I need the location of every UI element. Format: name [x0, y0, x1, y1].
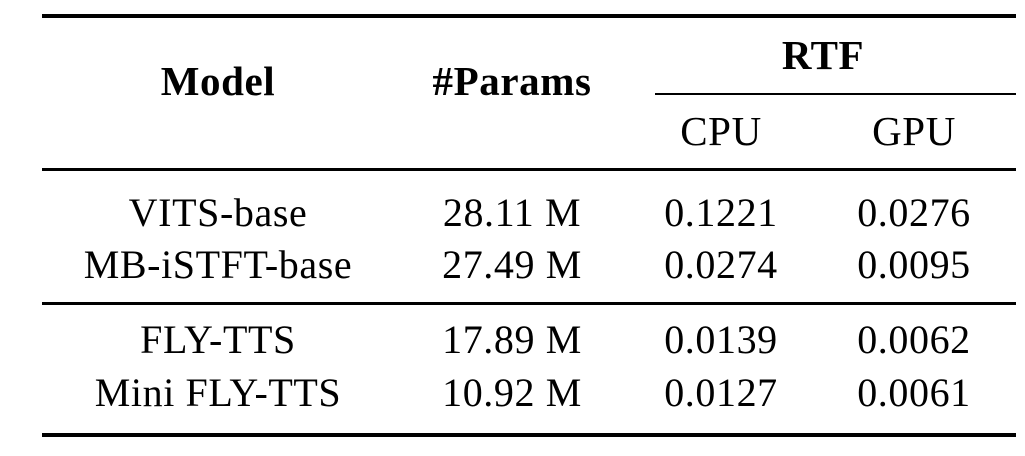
cpu-column-subheader: CPU — [680, 108, 762, 154]
table-top-rule — [42, 14, 1016, 18]
cpu-rtf-cell: 0.1221 — [664, 189, 778, 235]
model-cell: Mini FLY-TTS — [94, 369, 342, 415]
params-column-header: #Params — [432, 58, 592, 104]
params-cell: 27.49 M — [442, 241, 582, 287]
model-cell: VITS-base — [128, 189, 308, 235]
gpu-rtf-cell: 0.0276 — [857, 189, 971, 235]
rtf-group-header: RTF — [781, 32, 865, 78]
model-cell: MB-iSTFT-base — [83, 241, 353, 287]
rtf-group-underline — [655, 93, 1016, 95]
group-separator-rule — [42, 302, 1016, 305]
model-column-header: Model — [160, 58, 276, 104]
header-bottom-rule — [42, 168, 1016, 171]
table-row: Mini FLY-TTS 10.92 M 0.0127 0.0061 — [42, 366, 1016, 418]
table-row: FLY-TTS 17.89 M 0.0139 0.0062 — [42, 313, 1016, 365]
table-bottom-rule — [42, 433, 1016, 437]
gpu-rtf-cell: 0.0095 — [857, 241, 971, 287]
table-row: MB-iSTFT-base 27.49 M 0.0274 0.0095 — [42, 238, 1016, 290]
table-row: VITS-base 28.11 M 0.1221 0.0276 — [42, 186, 1016, 238]
cpu-rtf-cell: 0.0274 — [664, 241, 778, 287]
cpu-rtf-cell: 0.0127 — [664, 369, 778, 415]
cpu-rtf-cell: 0.0139 — [664, 316, 778, 362]
model-cell: FLY-TTS — [140, 316, 296, 362]
gpu-rtf-cell: 0.0061 — [857, 369, 971, 415]
params-cell: 28.11 M — [442, 189, 582, 235]
gpu-column-subheader: GPU — [872, 108, 956, 154]
params-cell: 17.89 M — [442, 316, 582, 362]
params-cell: 10.92 M — [442, 369, 582, 415]
gpu-rtf-cell: 0.0062 — [857, 316, 971, 362]
